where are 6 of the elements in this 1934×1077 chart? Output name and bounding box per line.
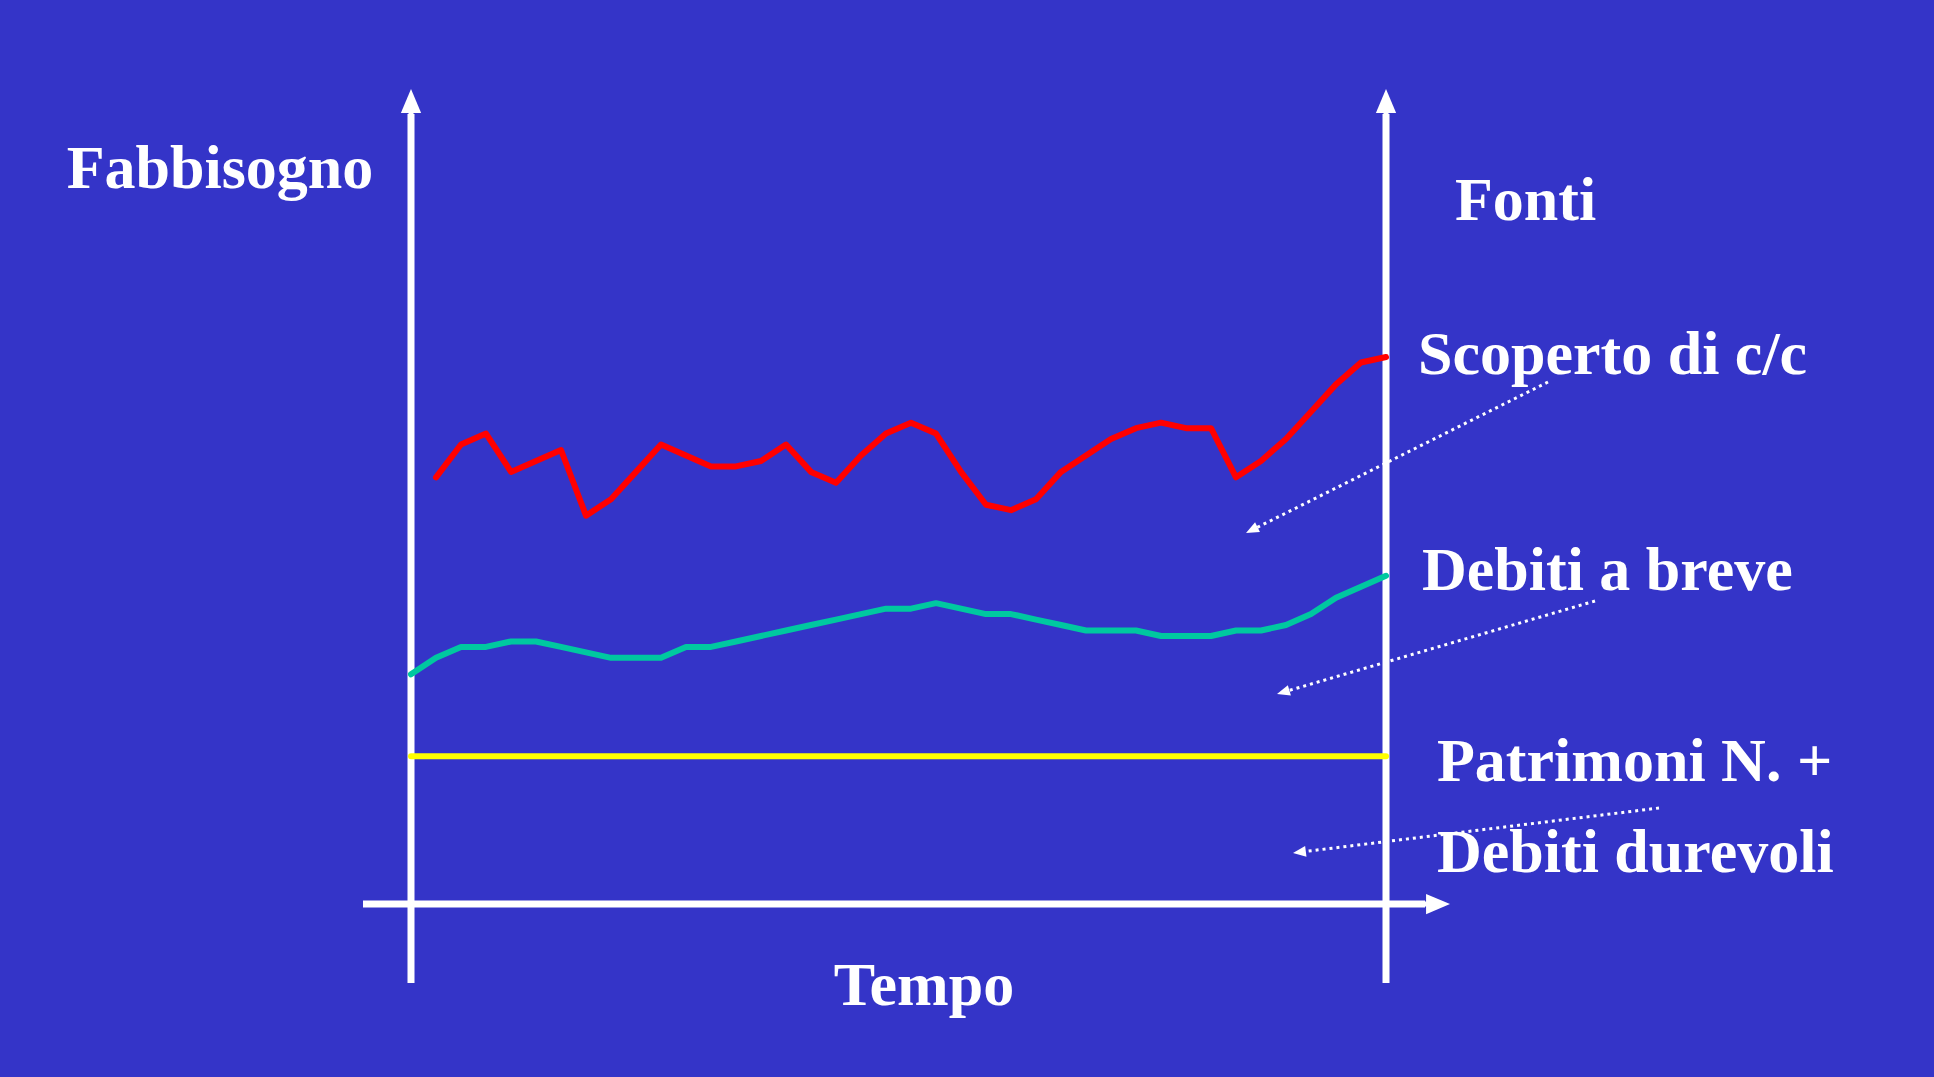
series-label: Patrimoni N. + Debiti durevoli [1437, 726, 1834, 885]
x-axis-title: Tempo [833, 950, 1015, 1018]
series-label: Debiti a breve [1422, 535, 1793, 603]
text: Fonti [1455, 165, 1597, 233]
series-label: Scoperto di c/c [1418, 319, 1808, 387]
y-axis-title: Fabbisogno [66, 133, 374, 201]
